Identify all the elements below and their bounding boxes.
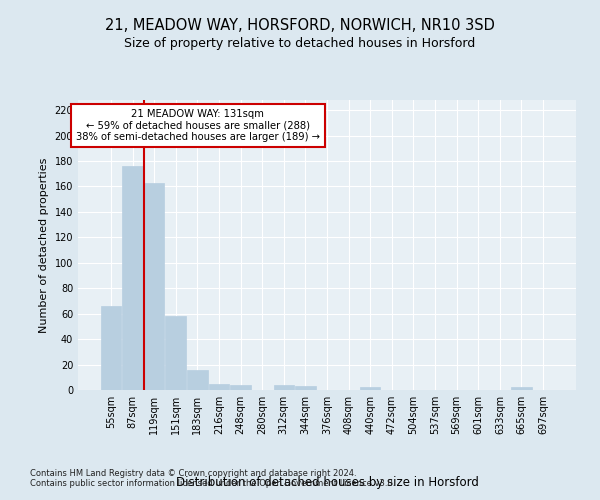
- Text: Size of property relative to detached houses in Horsford: Size of property relative to detached ho…: [124, 38, 476, 51]
- Bar: [144, 182, 164, 390]
- Y-axis label: Number of detached properties: Number of detached properties: [39, 158, 49, 332]
- Bar: [274, 385, 294, 390]
- Bar: [511, 388, 532, 390]
- Bar: [101, 306, 121, 390]
- Bar: [295, 386, 316, 390]
- Bar: [230, 385, 251, 390]
- Text: 21, MEADOW WAY, HORSFORD, NORWICH, NR10 3SD: 21, MEADOW WAY, HORSFORD, NORWICH, NR10 …: [105, 18, 495, 32]
- Bar: [187, 370, 208, 390]
- Bar: [122, 166, 143, 390]
- X-axis label: Distribution of detached houses by size in Horsford: Distribution of detached houses by size …: [176, 476, 478, 489]
- Bar: [360, 388, 380, 390]
- Text: Contains public sector information licensed under the Open Government Licence v3: Contains public sector information licen…: [30, 479, 395, 488]
- Text: 21 MEADOW WAY: 131sqm
← 59% of detached houses are smaller (288)
38% of semi-det: 21 MEADOW WAY: 131sqm ← 59% of detached …: [76, 108, 320, 142]
- Text: Contains HM Land Registry data © Crown copyright and database right 2024.: Contains HM Land Registry data © Crown c…: [30, 469, 356, 478]
- Bar: [209, 384, 229, 390]
- Bar: [166, 316, 186, 390]
